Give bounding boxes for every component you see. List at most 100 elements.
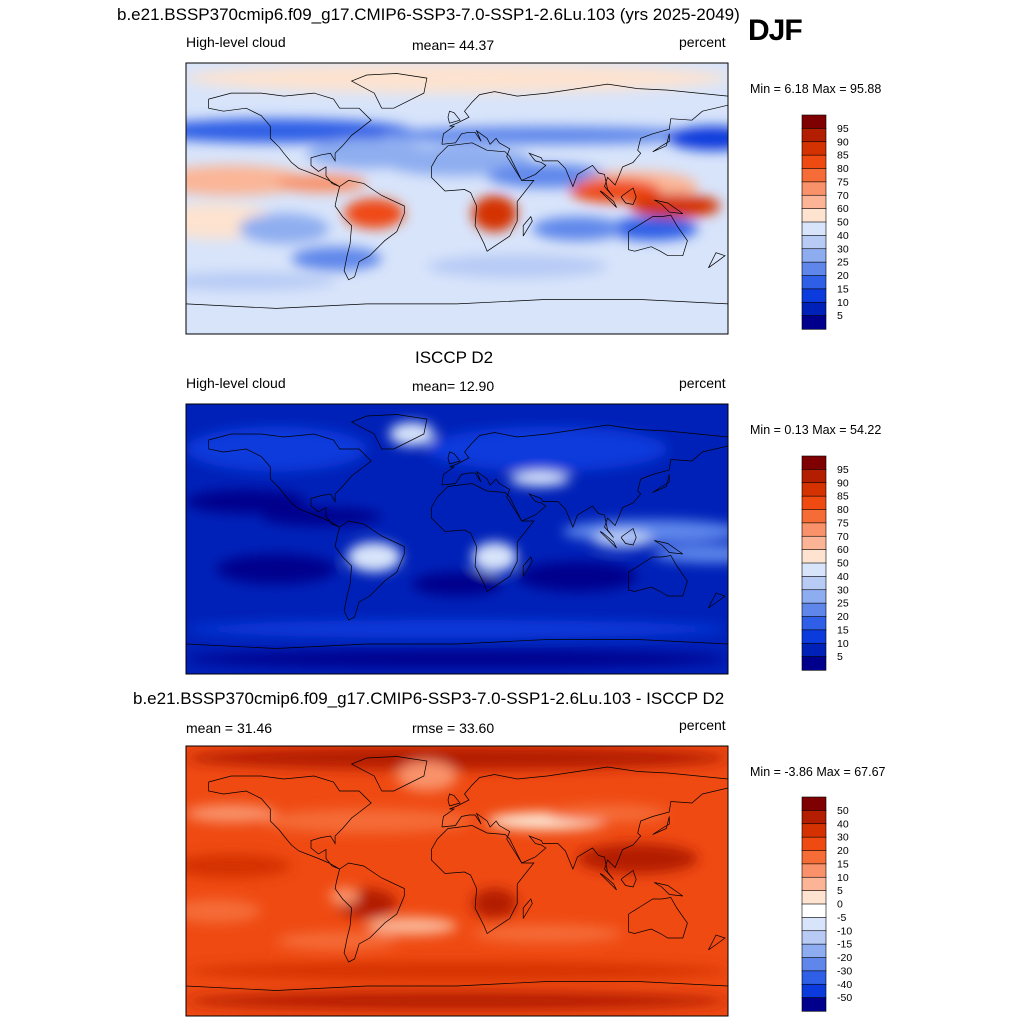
colorbar-label: 30 bbox=[837, 584, 849, 596]
panel-1-units-label: percent bbox=[679, 34, 726, 50]
contour-region bbox=[532, 216, 623, 241]
contour-region bbox=[186, 489, 307, 514]
coastline bbox=[350, 73, 428, 109]
coastline bbox=[334, 862, 405, 963]
contour-region bbox=[381, 145, 533, 176]
coastline bbox=[208, 775, 372, 870]
coastline bbox=[441, 766, 728, 880]
contour-region bbox=[562, 519, 728, 544]
contour-region bbox=[487, 163, 608, 188]
panel-2-map bbox=[185, 403, 729, 675]
colorbar-box bbox=[801, 903, 827, 918]
colorbar-box bbox=[801, 455, 827, 470]
coastline bbox=[654, 199, 684, 214]
colorbar-box bbox=[801, 930, 827, 945]
colorbar-box bbox=[801, 315, 827, 330]
panel-1-title: b.e21.BSSP370cmip6.f09_g17.CMIP6-SSP3-7.… bbox=[117, 5, 740, 24]
colorbar-label: 0 bbox=[837, 899, 843, 911]
contour-region bbox=[261, 507, 382, 526]
panel-3-rmse-label: rmse = 33.60 bbox=[412, 720, 495, 736]
colorbar-label: 30 bbox=[837, 832, 849, 844]
coastline bbox=[441, 83, 728, 198]
contour-region bbox=[577, 843, 698, 874]
coastline bbox=[599, 190, 617, 208]
contour-region bbox=[186, 426, 367, 472]
coastline bbox=[628, 214, 688, 257]
colorbar-label: 30 bbox=[837, 243, 849, 255]
colorbar-box bbox=[801, 796, 827, 811]
colorbar-label: 90 bbox=[837, 136, 849, 148]
panel-1-mean-label: mean= 44.37 bbox=[412, 37, 495, 53]
contour-region bbox=[276, 932, 397, 950]
colorbar-box bbox=[801, 509, 827, 524]
map-frame bbox=[185, 62, 729, 335]
colorbar-label: 95 bbox=[837, 123, 849, 135]
colorbar-label: 80 bbox=[837, 163, 849, 175]
colorbar-label: 50 bbox=[837, 558, 849, 570]
contour-region bbox=[186, 854, 292, 878]
colorbar-label: 95 bbox=[837, 464, 849, 476]
colorbar-label: 20 bbox=[837, 845, 849, 857]
colorbar-box bbox=[801, 589, 827, 604]
colorbar-label: 40 bbox=[837, 571, 849, 583]
colorbar-label: 75 bbox=[837, 176, 849, 188]
colorbar-label: -10 bbox=[837, 925, 852, 937]
colorbar-box bbox=[801, 890, 827, 905]
coastline bbox=[334, 180, 405, 281]
coastline bbox=[708, 252, 726, 269]
panel-3-title: b.e21.BSSP370cmip6.f09_g17.CMIP6-SSP3-7.… bbox=[133, 689, 725, 708]
contour-region bbox=[366, 917, 457, 935]
coastline bbox=[628, 897, 688, 939]
colorbar-box bbox=[801, 535, 827, 551]
colorbar-label: 50 bbox=[837, 805, 849, 817]
colorbar-label: 75 bbox=[837, 517, 849, 529]
colorbar-label: -20 bbox=[837, 952, 852, 964]
colorbar-label: 40 bbox=[837, 818, 849, 830]
colorbar-label: 60 bbox=[837, 544, 849, 556]
coastline bbox=[208, 92, 372, 187]
contour-region bbox=[569, 179, 661, 203]
colorbar-label: -50 bbox=[837, 992, 852, 1004]
colorbar-box bbox=[801, 642, 827, 658]
panel-3-units-label: percent bbox=[679, 717, 726, 733]
colorbar-box bbox=[801, 275, 827, 290]
contour-region bbox=[517, 561, 638, 592]
colorbar-box bbox=[801, 114, 827, 129]
colorbar-box bbox=[801, 602, 827, 618]
colorbar-label: 10 bbox=[837, 297, 849, 309]
coastline bbox=[522, 215, 533, 237]
colorbar-label: 25 bbox=[837, 257, 849, 269]
colorbar-label: 50 bbox=[837, 217, 849, 229]
contour-region bbox=[509, 471, 570, 487]
coastline bbox=[652, 816, 670, 835]
coastline bbox=[350, 756, 428, 792]
contour-region bbox=[381, 126, 713, 145]
colorbar-box bbox=[801, 288, 827, 303]
colorbar-box bbox=[801, 836, 827, 852]
coastline bbox=[186, 299, 728, 309]
colorbar-label: 15 bbox=[837, 283, 849, 295]
contour-region bbox=[216, 554, 337, 584]
contour-region bbox=[347, 542, 402, 572]
coastline bbox=[431, 142, 535, 252]
colorbar-box bbox=[801, 876, 827, 892]
colorbar-box bbox=[801, 482, 827, 497]
colorbar-label: 80 bbox=[837, 504, 849, 516]
contour-region bbox=[344, 198, 405, 229]
coastline bbox=[620, 869, 637, 888]
contour-region bbox=[186, 746, 728, 770]
coastline bbox=[599, 531, 617, 549]
colorbar-box bbox=[801, 522, 827, 537]
coastline bbox=[654, 540, 684, 555]
contour-region bbox=[291, 246, 382, 271]
colorbar-box bbox=[801, 997, 827, 1012]
colorbar-box bbox=[801, 970, 827, 985]
coastline bbox=[208, 433, 372, 528]
contour-region bbox=[186, 899, 262, 923]
colorbar-box bbox=[801, 181, 827, 196]
contour-region bbox=[547, 804, 668, 823]
colorbar-label: 40 bbox=[837, 230, 849, 242]
coastline bbox=[447, 793, 461, 807]
panel-2-units-label: percent bbox=[679, 375, 726, 391]
contour-region bbox=[186, 118, 412, 143]
